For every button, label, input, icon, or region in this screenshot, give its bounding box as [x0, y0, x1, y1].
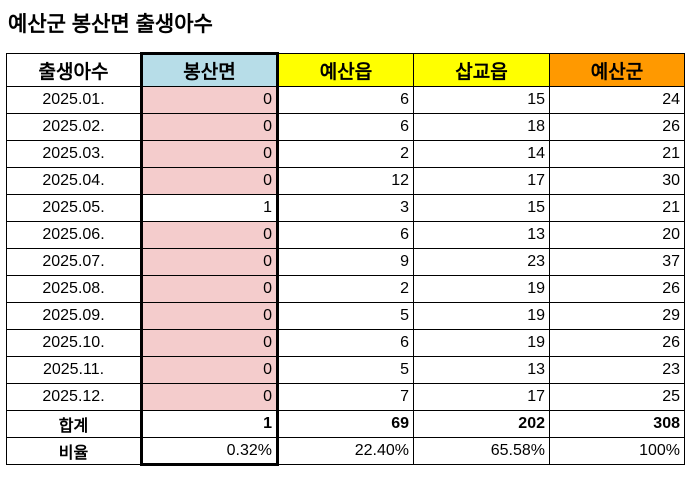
yesan-gun-cell[interactable]: 26 — [549, 329, 685, 357]
yesan-gun-cell[interactable]: 100% — [549, 437, 685, 465]
bongsan-cell[interactable]: 0 — [140, 86, 279, 114]
sapgyo-eup-cell[interactable]: 23 — [413, 248, 550, 276]
sapgyo-eup-cell[interactable]: 13 — [413, 356, 550, 384]
bongsan-cell[interactable]: 0 — [140, 140, 279, 168]
bongsan-cell[interactable]: 0 — [140, 329, 279, 357]
yesan-gun-cell[interactable]: 25 — [549, 383, 685, 411]
yesan-eup-cell[interactable]: 6 — [277, 113, 414, 141]
yesan-eup-cell[interactable]: 예산읍 — [277, 53, 414, 87]
bongsan-cell[interactable]: 0 — [140, 275, 279, 303]
yesan-gun-cell[interactable]: 예산군 — [549, 53, 685, 87]
bongsan-cell[interactable]: 0 — [140, 302, 279, 330]
bongsan-cell[interactable]: 0.32% — [140, 437, 279, 466]
label-cell[interactable]: 2025.09. — [6, 302, 142, 330]
sapgyo-eup-cell[interactable]: 17 — [413, 167, 550, 195]
bongsan-cell[interactable]: 0 — [140, 113, 279, 141]
label-cell[interactable]: 2025.12. — [6, 383, 142, 411]
label-cell[interactable]: 2025.07. — [6, 248, 142, 276]
sapgyo-eup-cell[interactable]: 14 — [413, 140, 550, 168]
label-cell[interactable]: 2025.01. — [6, 86, 142, 114]
bongsan-cell[interactable]: 1 — [140, 410, 279, 438]
yesan-eup-cell[interactable]: 9 — [277, 248, 414, 276]
label-cell[interactable]: 2025.10. — [6, 329, 142, 357]
table-row: 2025.03. 0 2 14 21 — [6, 140, 685, 168]
yesan-gun-cell[interactable]: 29 — [549, 302, 685, 330]
yesan-gun-cell[interactable]: 23 — [549, 356, 685, 384]
sapgyo-eup-cell[interactable]: 19 — [413, 329, 550, 357]
yesan-eup-cell[interactable]: 3 — [277, 194, 414, 222]
sapgyo-eup-cell[interactable]: 202 — [413, 410, 550, 438]
bongsan-cell[interactable]: 0 — [140, 356, 279, 384]
table-row: 2025.05. 1 3 15 21 — [6, 194, 685, 222]
yesan-eup-cell[interactable]: 5 — [277, 302, 414, 330]
sapgyo-eup-cell[interactable]: 15 — [413, 86, 550, 114]
bongsan-cell[interactable]: 봉산면 — [140, 52, 279, 87]
table-row: 2025.06. 0 6 13 20 — [6, 221, 685, 249]
yesan-eup-cell[interactable]: 6 — [277, 86, 414, 114]
label-cell[interactable]: 2025.05. — [6, 194, 142, 222]
table-row: 2025.08. 0 2 19 26 — [6, 275, 685, 303]
label-cell[interactable]: 비율 — [6, 437, 142, 465]
births-table: 출생아수 봉산면 예산읍 삽교읍 예산군 2025.01. 0 6 15 24 2025.02. 0 6… — [6, 52, 685, 466]
bongsan-cell[interactable]: 0 — [140, 383, 279, 411]
header-row: 출생아수 봉산면 예산읍 삽교읍 예산군 — [6, 52, 685, 87]
table-row: 2025.12. 0 7 17 25 — [6, 383, 685, 411]
yesan-eup-cell[interactable]: 22.40% — [277, 437, 414, 465]
yesan-gun-cell[interactable]: 37 — [549, 248, 685, 276]
label-cell[interactable]: 2025.11. — [6, 356, 142, 384]
label-cell[interactable]: 출생아수 — [6, 53, 142, 87]
yesan-gun-cell[interactable]: 26 — [549, 275, 685, 303]
yesan-gun-cell[interactable]: 30 — [549, 167, 685, 195]
table-row: 2025.04. 0 12 17 30 — [6, 167, 685, 195]
sapgyo-eup-cell[interactable]: 13 — [413, 221, 550, 249]
table-row: 2025.02. 0 6 18 26 — [6, 113, 685, 141]
sapgyo-eup-cell[interactable]: 15 — [413, 194, 550, 222]
bongsan-cell[interactable]: 0 — [140, 167, 279, 195]
table-row: 2025.07. 0 9 23 37 — [6, 248, 685, 276]
sapgyo-eup-cell[interactable]: 18 — [413, 113, 550, 141]
yesan-eup-cell[interactable]: 12 — [277, 167, 414, 195]
label-cell[interactable]: 2025.06. — [6, 221, 142, 249]
sapgyo-eup-cell[interactable]: 17 — [413, 383, 550, 411]
yesan-gun-cell[interactable]: 21 — [549, 194, 685, 222]
sheet-title: 예산군 봉산면 출생아수 — [8, 13, 213, 36]
bongsan-cell[interactable]: 0 — [140, 221, 279, 249]
ratio-row: 비율 0.32% 22.40% 65.58% 100% — [6, 437, 685, 466]
table-row: 2025.09. 0 5 19 29 — [6, 302, 685, 330]
bongsan-cell[interactable]: 1 — [140, 194, 279, 222]
yesan-eup-cell[interactable]: 6 — [277, 221, 414, 249]
sapgyo-eup-cell[interactable]: 19 — [413, 275, 550, 303]
label-cell[interactable]: 2025.08. — [6, 275, 142, 303]
table-row: 2025.11. 0 5 13 23 — [6, 356, 685, 384]
yesan-eup-cell[interactable]: 5 — [277, 356, 414, 384]
sapgyo-eup-cell[interactable]: 삽교읍 — [413, 53, 550, 87]
yesan-eup-cell[interactable]: 2 — [277, 140, 414, 168]
table-row: 2025.01. 0 6 15 24 — [6, 86, 685, 114]
yesan-gun-cell[interactable]: 20 — [549, 221, 685, 249]
label-cell[interactable]: 2025.02. — [6, 113, 142, 141]
yesan-gun-cell[interactable]: 21 — [549, 140, 685, 168]
label-cell[interactable]: 2025.04. — [6, 167, 142, 195]
yesan-eup-cell[interactable]: 2 — [277, 275, 414, 303]
label-cell[interactable]: 2025.03. — [6, 140, 142, 168]
yesan-eup-cell[interactable]: 6 — [277, 329, 414, 357]
sapgyo-eup-cell[interactable]: 65.58% — [413, 437, 550, 465]
yesan-gun-cell[interactable]: 24 — [549, 86, 685, 114]
yesan-eup-cell[interactable]: 7 — [277, 383, 414, 411]
sapgyo-eup-cell[interactable]: 19 — [413, 302, 550, 330]
yesan-gun-cell[interactable]: 26 — [549, 113, 685, 141]
label-cell[interactable]: 합계 — [6, 410, 142, 438]
yesan-gun-cell[interactable]: 308 — [549, 410, 685, 438]
table-row: 2025.10. 0 6 19 26 — [6, 329, 685, 357]
bongsan-cell[interactable]: 0 — [140, 248, 279, 276]
total-row: 합계 1 69 202 308 — [6, 410, 685, 438]
yesan-eup-cell[interactable]: 69 — [277, 410, 414, 438]
